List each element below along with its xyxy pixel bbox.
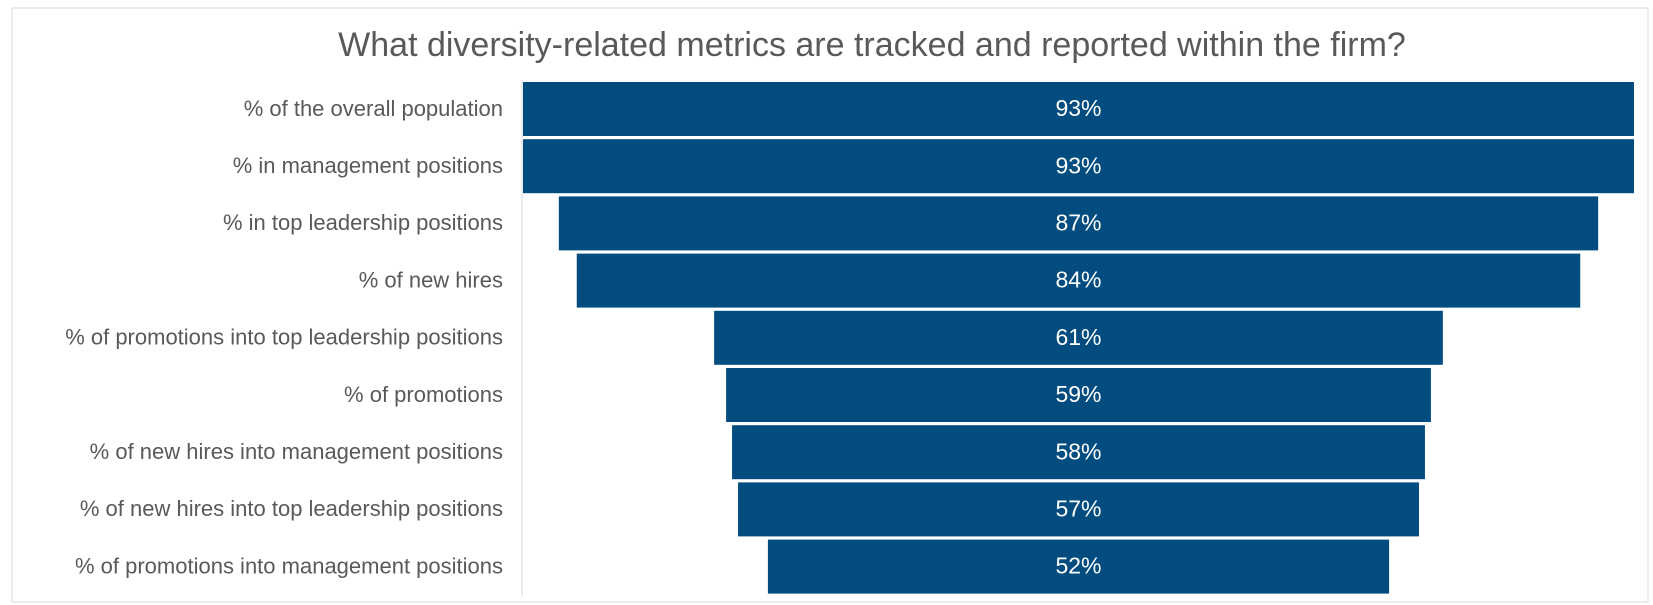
funnel-bar (558, 196, 1599, 251)
category-label: % of promotions (344, 382, 503, 407)
funnel-bar (523, 139, 1634, 194)
category-label: % of new hires (359, 267, 503, 292)
category-label: % in top leadership positions (223, 210, 503, 235)
category-label: % of the overall population (244, 96, 503, 121)
category-label: % of new hires into management positions (90, 439, 503, 464)
data-label: 58% (1055, 438, 1101, 464)
funnel-bar (732, 425, 1425, 480)
funnel-bar (738, 482, 1419, 537)
chart-title: What diversity-related metrics are track… (338, 26, 1406, 64)
funnel-bar (726, 368, 1431, 422)
category-label: % of new hires into top leadership posit… (80, 496, 503, 521)
category-label: % of promotions into management position… (75, 553, 503, 578)
category-label: % in management positions (233, 153, 503, 178)
data-label: 59% (1055, 381, 1101, 407)
chart-frame (11, 7, 1649, 603)
data-label: 93% (1055, 95, 1101, 121)
funnel-bar (523, 82, 1634, 136)
funnel-bar (767, 539, 1390, 594)
funnel-bar (576, 253, 1581, 308)
category-label: % of promotions into top leadership posi… (65, 325, 503, 350)
funnel-bar (714, 310, 1443, 365)
data-label: 52% (1055, 553, 1101, 579)
data-label: 93% (1055, 152, 1101, 178)
data-label: 87% (1055, 209, 1101, 235)
data-label: 61% (1055, 324, 1101, 350)
data-label: 84% (1055, 267, 1101, 293)
data-label: 57% (1055, 495, 1101, 521)
